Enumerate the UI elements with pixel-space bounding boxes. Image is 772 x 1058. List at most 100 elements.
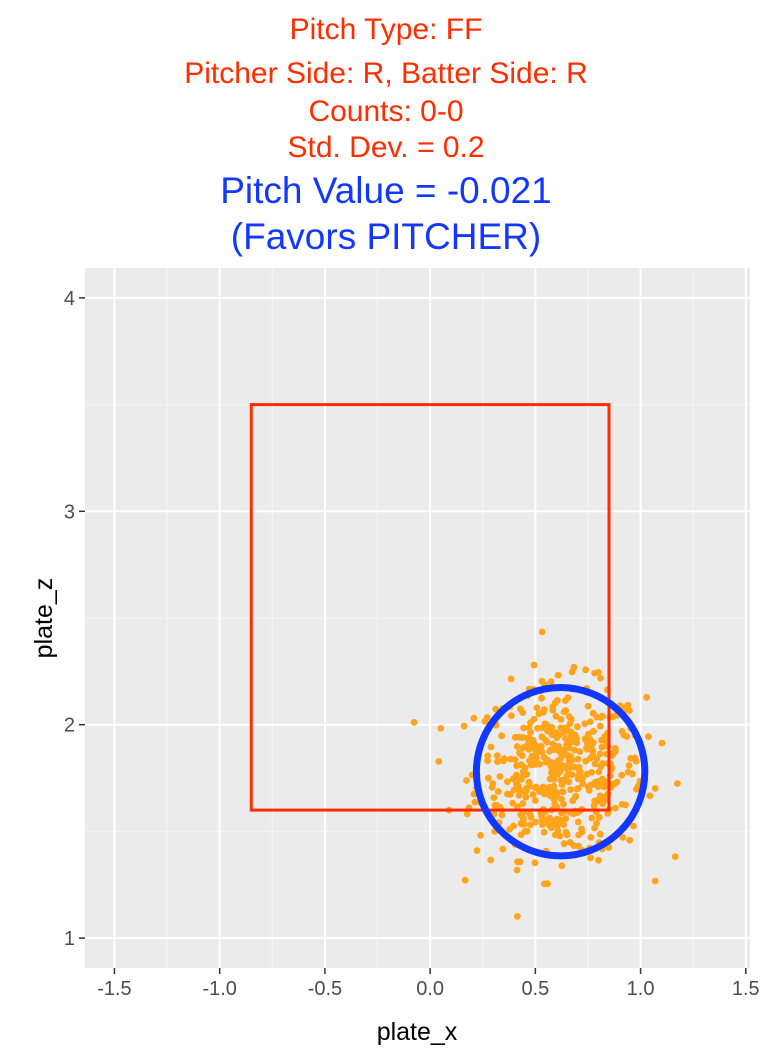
pitch-point	[526, 782, 533, 790]
pitch-point	[646, 792, 654, 800]
pitch-point	[437, 725, 445, 732]
pitch-point	[558, 747, 566, 755]
pitch-point	[559, 817, 567, 825]
pitch-point	[516, 705, 524, 713]
pitch-point	[588, 814, 596, 822]
pitch-point	[525, 735, 533, 742]
pitch-point	[484, 752, 491, 760]
pitch-point	[575, 842, 582, 850]
pitch-point	[490, 794, 498, 801]
pitch-point	[527, 821, 534, 829]
y-tick-label: 3	[64, 501, 75, 523]
pitch-point	[651, 877, 659, 885]
pitch-point	[550, 782, 558, 790]
pitch-point	[674, 780, 681, 787]
title-std-dev: Std. Dev. = 0.2	[287, 131, 485, 164]
pitch-point	[590, 802, 598, 810]
pitch-point	[485, 774, 492, 782]
pitch-point	[598, 743, 606, 751]
y-axis-ticks: 1 2 3 4	[64, 288, 85, 950]
pitch-point	[542, 736, 549, 744]
pitch-point	[622, 801, 629, 809]
pitch-point	[493, 752, 501, 759]
pitch-point	[559, 762, 566, 769]
pitch-point	[645, 733, 652, 740]
pitch-point	[574, 818, 582, 826]
aim-circle	[472, 683, 649, 860]
y-tick-label: 1	[64, 928, 75, 950]
pitch-point	[542, 758, 550, 766]
pitch-point	[460, 722, 468, 730]
title-pitch-type: Pitch Type: FF	[289, 13, 483, 46]
pitch-point	[531, 859, 539, 867]
pitch-point	[537, 743, 545, 750]
pitch-point	[567, 786, 574, 794]
pitch-point	[584, 702, 592, 710]
pitch-point	[517, 776, 525, 783]
pitch-point	[595, 813, 603, 821]
pitch-point	[514, 803, 521, 810]
pitch-point	[494, 788, 502, 795]
pitch-point	[581, 720, 589, 728]
pitch-point	[625, 762, 633, 769]
pitch-point	[598, 760, 606, 768]
pitch-point	[532, 818, 539, 826]
pitch-point	[562, 724, 570, 731]
pitch-point	[538, 628, 546, 636]
pitch-point	[566, 739, 574, 747]
pitch-point	[571, 731, 579, 739]
pitch-point	[484, 757, 491, 765]
pitch-point	[513, 743, 521, 750]
pitch-point	[506, 791, 514, 798]
pitch-point	[595, 856, 602, 864]
pitch-point	[565, 756, 573, 763]
pitch-point	[535, 710, 543, 718]
pitch-point	[549, 706, 557, 714]
pitch-point	[618, 771, 626, 779]
pitch-point	[533, 754, 540, 762]
pitch-point	[570, 663, 578, 671]
pitch-point	[530, 661, 538, 669]
pitch-point	[583, 744, 590, 752]
pitch-point	[471, 798, 479, 806]
pitch-point	[487, 856, 495, 864]
pitch-point	[529, 791, 537, 798]
pitch-point	[596, 722, 604, 730]
pitch-point	[568, 771, 576, 778]
pitch-point	[601, 796, 609, 804]
x-tick-label: 1.0	[627, 978, 655, 1000]
pitch-point	[519, 744, 527, 752]
pitch-point	[589, 751, 597, 758]
grid-major	[85, 268, 750, 968]
pitch-point	[584, 783, 592, 791]
x-tick-label: 0.5	[521, 978, 549, 1000]
pitch-point	[632, 757, 640, 765]
pitch-point	[525, 724, 533, 732]
pitch-point	[551, 699, 559, 707]
pitch-point	[582, 736, 590, 744]
pitch-point	[538, 724, 546, 732]
pitch-point	[515, 792, 523, 799]
pitch-point	[567, 731, 574, 739]
pitch-point	[562, 735, 569, 742]
pitch-point	[570, 810, 577, 818]
pitch-point	[550, 776, 558, 783]
pitch-point	[612, 804, 619, 812]
pitch-point	[587, 854, 594, 862]
pitch-point	[435, 758, 443, 765]
pitch-point	[571, 763, 578, 771]
pitch-point	[582, 666, 589, 674]
pitch-point	[575, 831, 583, 839]
pitch-point	[651, 785, 659, 792]
pitch-point	[559, 788, 566, 795]
pitch-point	[549, 767, 556, 775]
pitch-point	[553, 790, 561, 798]
pitch-point	[596, 750, 604, 758]
pitch-point	[513, 866, 521, 874]
pitch-point	[507, 755, 514, 763]
pitch-point	[574, 723, 581, 731]
pitch-point	[547, 678, 555, 686]
pitch-point	[498, 811, 506, 819]
pitch-point	[593, 820, 600, 827]
